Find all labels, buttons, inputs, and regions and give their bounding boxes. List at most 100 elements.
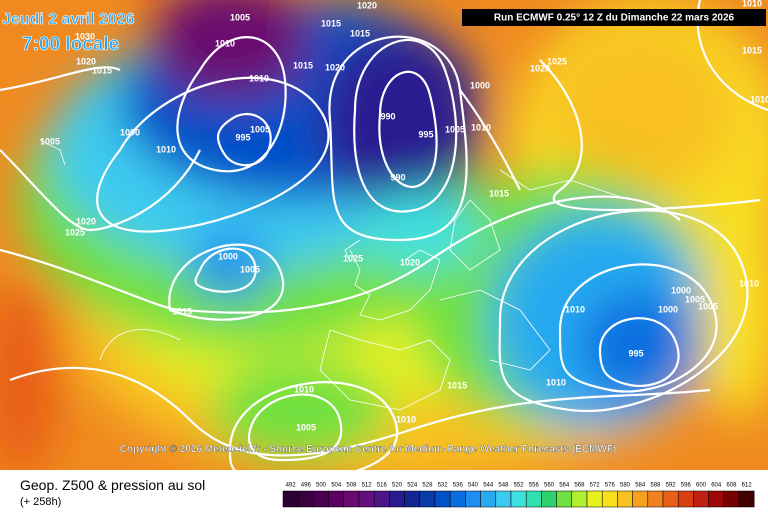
isobar-label: 1030 xyxy=(75,31,95,41)
scale-swatch xyxy=(723,490,740,508)
isobar-label: 995 xyxy=(628,348,643,358)
isobar-label: 990 xyxy=(380,111,395,121)
isobar-label: 1010 xyxy=(156,144,176,154)
run-box xyxy=(462,9,766,26)
color-scale: 492 496 500 504 508 512 516 520 524 528 532 536 540 5… xyxy=(282,483,755,508)
isobar-label: 1000 xyxy=(218,251,238,261)
isobar-label: 1000 xyxy=(671,285,691,295)
isobar-label: 1010 xyxy=(742,0,762,8)
scale-swatch xyxy=(434,490,451,508)
scale-swatch xyxy=(632,490,649,508)
isobar-label: 1000 xyxy=(470,80,490,90)
isobar-label: 1010 xyxy=(565,304,585,314)
isobar-label: 1015 xyxy=(321,18,341,28)
isobar-label: 1020 xyxy=(325,62,345,72)
forecast-time: 7:00 locale xyxy=(22,34,119,55)
isobar-label: 1020 xyxy=(400,257,420,267)
scale-label: 568 xyxy=(574,483,585,489)
scale-label: 564 xyxy=(559,483,570,489)
scale-swatch xyxy=(647,490,664,508)
scale-swatch xyxy=(586,490,603,508)
scale-label: 608 xyxy=(726,483,737,489)
isobar-label: 1005 xyxy=(240,264,260,274)
scale-label: 528 xyxy=(422,483,433,489)
scale-label: 544 xyxy=(483,483,494,489)
isobar-label: 1015 xyxy=(293,60,313,70)
scale-label: 532 xyxy=(438,483,449,489)
isobar-label: 1015 xyxy=(742,45,762,55)
isobar-label: 1010 xyxy=(750,94,768,104)
scale-swatch xyxy=(358,490,375,508)
scale-label: 548 xyxy=(498,483,509,489)
scale-swatch xyxy=(541,490,557,508)
scale-swatch xyxy=(601,490,618,508)
scale-label: 536 xyxy=(453,483,464,489)
isobar-label: 1020 xyxy=(76,56,96,66)
scale-swatch xyxy=(708,490,725,508)
isobar-label: 1005 xyxy=(445,124,465,134)
scale-label: 592 xyxy=(666,483,677,489)
isobar-label: 1025 xyxy=(547,56,567,66)
scale-label: 504 xyxy=(331,483,342,489)
isobar-label: 1020 xyxy=(530,63,550,73)
scale-swatch xyxy=(677,490,694,508)
scale-swatch xyxy=(389,490,405,508)
isobar-label: 1005 xyxy=(698,301,718,311)
isobar-label: 1020 xyxy=(76,216,96,226)
isobar-label: 1005 xyxy=(685,294,705,304)
forecast-date: Jeudi 2 avril 2026 xyxy=(2,11,135,28)
isobar-label: 1010 xyxy=(546,377,566,387)
isobar-label: 1025 xyxy=(65,227,85,237)
scale-label: 496 xyxy=(301,483,312,489)
isobar-label: 1020 xyxy=(357,0,377,10)
scale-label: 612 xyxy=(742,483,753,489)
scale-label: 572 xyxy=(590,483,601,489)
isobar-label: 1010 xyxy=(471,122,491,132)
scale-label: 516 xyxy=(377,483,388,489)
isobar-label: 1010 xyxy=(249,73,269,83)
scale-swatch xyxy=(510,490,527,508)
isobar-label: 995 xyxy=(235,132,250,142)
scale-swatch xyxy=(297,490,314,508)
scale-label: 600 xyxy=(696,483,707,489)
scale-swatch xyxy=(617,490,633,508)
copyright: Copyright © 2026 Meteociel.fr - Source E… xyxy=(120,444,617,455)
footer-title: Geop. Z500 & pression au sol xyxy=(20,477,205,493)
field xyxy=(0,0,768,470)
isobar-label: 1005 xyxy=(230,12,250,22)
run-info: Run ECMWF 0.25° 12 Z du Dimanche 22 mars… xyxy=(494,13,735,24)
isobar-labels: 1020 1015 1015 1030 1010 1005 1020 1015 1015 1020… xyxy=(40,0,768,432)
scale-swatch xyxy=(571,490,588,508)
scale-label: 492 xyxy=(286,483,297,489)
scale-label: 540 xyxy=(468,483,479,489)
coastlines xyxy=(39,139,631,411)
scale-swatch xyxy=(404,490,421,508)
scale-swatch xyxy=(480,490,497,508)
isobar-label: 1025 xyxy=(343,253,363,263)
scale-label: 576 xyxy=(605,483,616,489)
scale-label: 584 xyxy=(635,483,646,489)
scale-label: 524 xyxy=(407,483,418,489)
scale-swatch xyxy=(693,490,709,508)
isobar-label: 990 xyxy=(390,172,405,182)
isobar-label: 1015 xyxy=(350,28,370,38)
isobar-label: 1005 xyxy=(40,136,60,146)
isobar-label: 1010 xyxy=(396,414,416,424)
scale-swatch xyxy=(738,490,755,508)
footer-lead: (+ 258h) xyxy=(20,496,61,508)
scale-label: 508 xyxy=(346,483,357,489)
scale-label: 588 xyxy=(650,483,661,489)
scale-swatch xyxy=(556,490,573,508)
scale-swatch xyxy=(328,490,345,508)
scale-label: 552 xyxy=(514,483,525,489)
scale-swatch xyxy=(373,490,390,508)
isobar-label: 1010 xyxy=(215,38,235,48)
scale-swatch xyxy=(525,490,542,508)
isobar-label: 1005 xyxy=(250,124,270,134)
scale-label: 500 xyxy=(316,483,327,489)
scale-swatch xyxy=(449,490,466,508)
isobar-label: 1000 xyxy=(658,304,678,314)
isobar-label: 1005 xyxy=(296,422,316,432)
